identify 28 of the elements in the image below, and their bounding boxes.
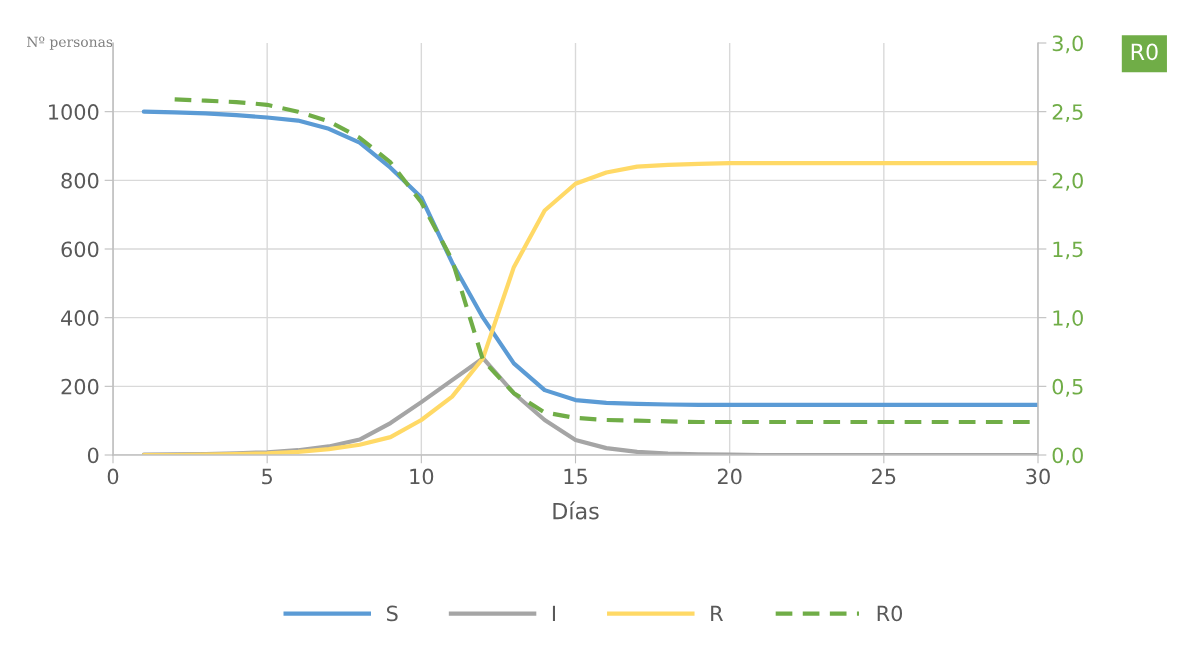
y2-tick-label: 1,5 [1053,241,1083,260]
y-tick-label: 1000 [49,104,99,120]
legend-label: S [386,605,398,622]
x-tick-label: 15 [564,468,587,485]
y-tick-label: 200 [61,378,99,395]
y-tick-label: 0 [87,447,99,464]
line-series [141,161,1038,455]
legend-label: I [552,605,555,621]
y-tick-label: 400 [61,310,99,326]
legend-label: R0 [877,605,903,622]
x-axis-title: Días [553,501,599,520]
y2-tick-label: 0,0 [1052,447,1083,466]
x-tick-label: 10 [410,468,434,485]
y-tick-label: 600 [61,241,99,258]
x-tick-label: 30 [1026,468,1050,485]
y2-tick-label: 3,0 [1052,35,1083,54]
y2-tick-label: 2,0 [1052,172,1083,191]
y-axis-title: Nº personas [26,36,113,50]
y2-tick-label: 0,5 [1052,378,1083,397]
y2-axis-title: R0 [1131,43,1158,61]
x-tick-label: 5 [262,468,272,485]
legend-label: R [711,605,723,621]
x-tick-label: 20 [717,468,742,485]
x-tick-label: 0 [107,468,119,485]
x-tick-label: 25 [872,468,896,485]
y-tick-label: 800 [61,172,99,189]
y2-tick-label: 1,0 [1053,310,1083,328]
y2-tick-label: 2,5 [1052,104,1083,122]
